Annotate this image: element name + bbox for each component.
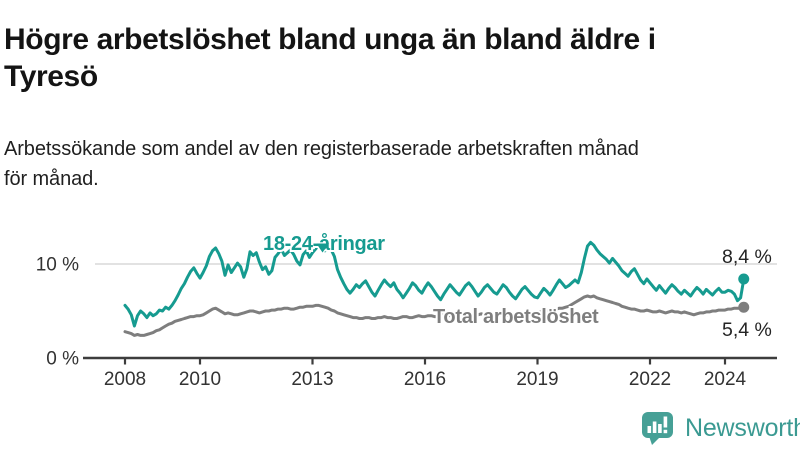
youth-end-dot xyxy=(738,273,750,285)
x-axis-label: 2013 xyxy=(291,369,333,390)
y-axis-label: 0 % xyxy=(46,349,79,370)
x-axis-label: 2024 xyxy=(704,369,747,390)
total-end-dot xyxy=(738,301,750,313)
y-axis-label: 10 % xyxy=(36,255,79,276)
newsworthy-bubble-chart-icon xyxy=(642,412,673,445)
total-end-value-label: 5,4 % xyxy=(722,319,772,341)
x-axis-label: 2019 xyxy=(516,369,558,390)
subtitle-line-2: för månad. xyxy=(4,168,99,190)
x-axis-label: 2008 xyxy=(104,369,146,390)
youth-series-line xyxy=(123,240,746,328)
label-arrow-down-icon xyxy=(316,243,329,253)
newsworthy-wordmark: Newsworthy xyxy=(685,414,800,442)
x-axis-label: 2022 xyxy=(629,369,671,390)
title-line-2: Tyresö xyxy=(4,59,98,93)
page-title: Högre arbetslöshet bland unga än bland ä… xyxy=(4,22,656,95)
total-series-label: Total arbetslöshet xyxy=(433,306,599,328)
title-line-1: Högre arbetslöshet bland unga än bland ä… xyxy=(4,23,656,57)
subtitle-line-1: Arbetssökande som andel av den registerb… xyxy=(4,138,639,160)
chart-subtitle: Arbetssökande som andel av den registerb… xyxy=(4,134,639,194)
newsworthy-logo[interactable]: Newsworthy xyxy=(641,411,800,446)
x-axis-label: 2010 xyxy=(179,369,221,390)
x-axis-label: 2016 xyxy=(404,369,446,390)
youth-end-value-label: 8,4 % xyxy=(722,246,772,268)
total-series-line xyxy=(123,294,746,337)
